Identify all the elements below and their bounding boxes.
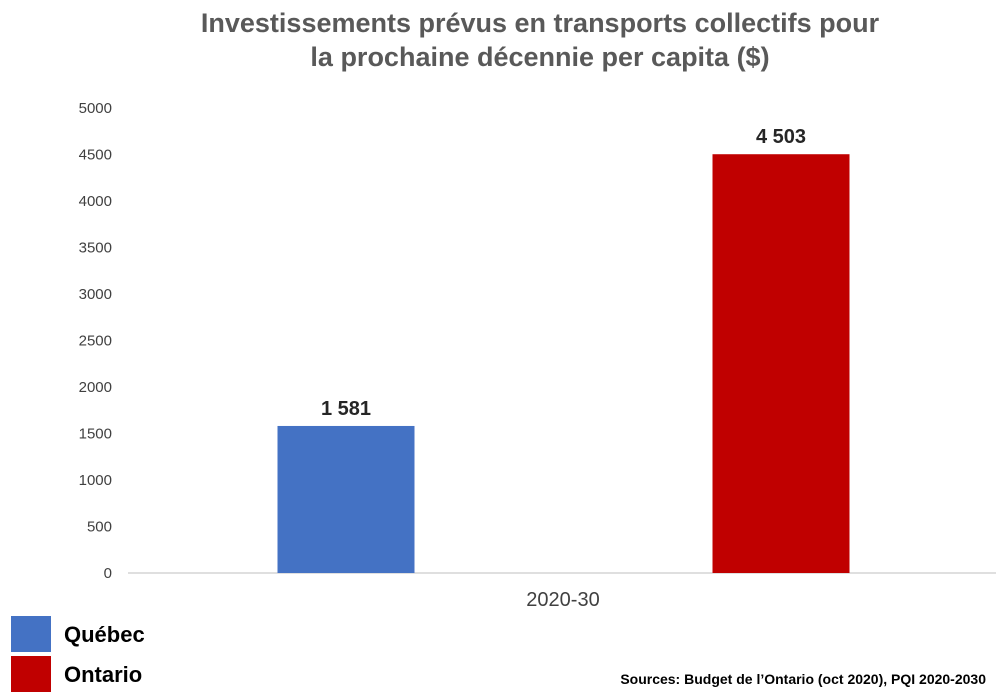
- legend-swatch: [11, 656, 51, 692]
- data-label: 4 503: [756, 126, 806, 148]
- bar-ontario: [712, 154, 850, 573]
- bar-quebec: [277, 425, 415, 573]
- y-tick-label: 4000: [79, 193, 112, 210]
- y-tick-label: 2500: [79, 333, 112, 350]
- legend-label: Québec: [64, 622, 145, 647]
- data-labels: 1 581 4 503: [321, 126, 806, 420]
- legend-label: Ontario: [64, 662, 142, 687]
- data-label: 1 581: [321, 398, 371, 420]
- y-tick-label: 4500: [79, 147, 112, 164]
- y-tick-label: 3500: [79, 240, 112, 257]
- bars: [277, 154, 850, 573]
- y-tick-label: 1500: [79, 426, 112, 443]
- y-axis: 0 500 1000 1500 2000 2500 3000 3500 4000 4500 5000: [79, 100, 112, 582]
- y-tick-label: 1000: [79, 472, 112, 489]
- y-tick-label: 500: [87, 519, 112, 536]
- y-tick-label: 0: [104, 565, 112, 582]
- legend-swatch: [11, 616, 51, 652]
- y-tick-label: 2000: [79, 379, 112, 396]
- chart-title-line-2: la prochaine décennie per capita ($): [310, 42, 769, 72]
- source-note: Sources: Budget de l’Ontario (oct 2020),…: [620, 671, 986, 687]
- x-category-label: 2020-30: [526, 589, 599, 611]
- y-tick-label: 5000: [79, 100, 112, 117]
- legend: Québec Ontario: [11, 616, 145, 692]
- chart-title-line-1: Investissements prévus en transports col…: [201, 8, 880, 38]
- y-tick-label: 3000: [79, 286, 112, 303]
